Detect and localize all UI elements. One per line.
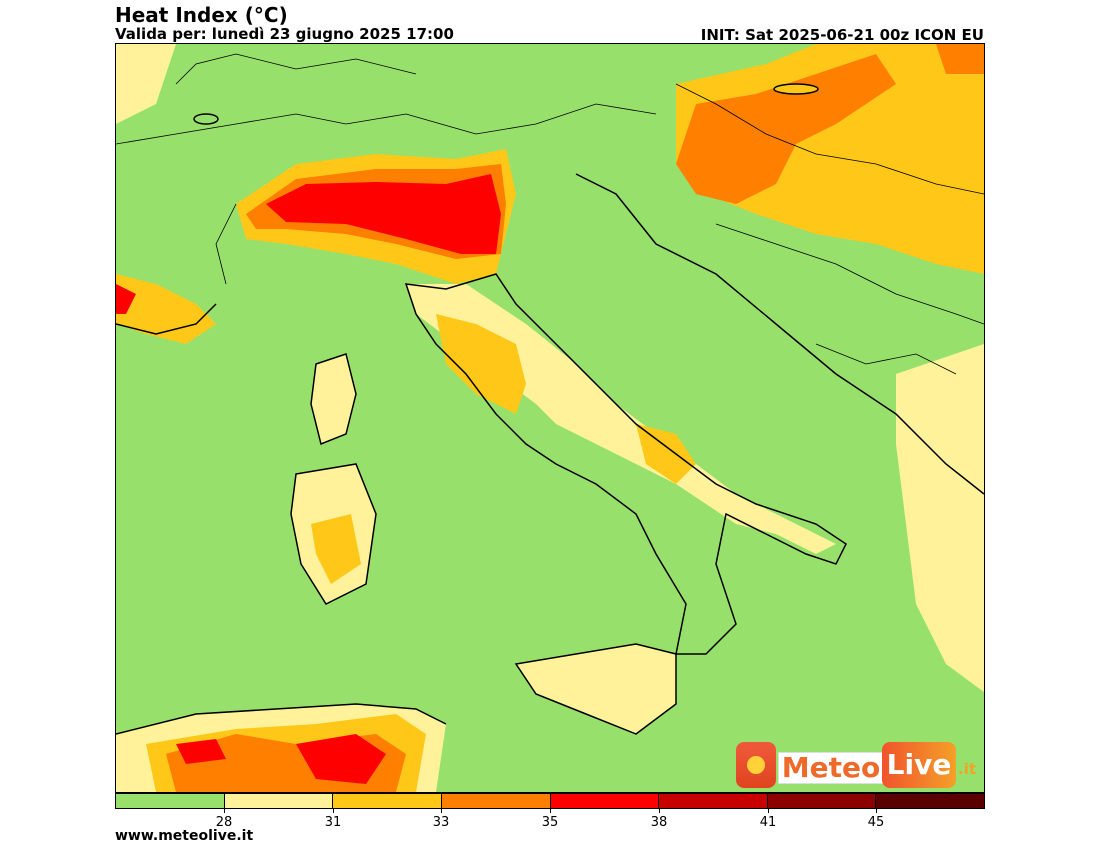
colorbar-segment (441, 794, 551, 808)
adriatic-east-coastline (575, 173, 984, 495)
colorbar-tick-label: 41 (759, 815, 777, 830)
colorbar-segment (659, 794, 768, 808)
colorbar-tick-label: 31 (324, 815, 342, 830)
country-borders (116, 103, 657, 145)
valid-time: Valida per: lunedì 23 giugno 2025 17:00 (115, 25, 454, 43)
colorbar-segment (876, 794, 984, 808)
sun-icon (736, 742, 776, 788)
colorbar-tick (441, 809, 442, 813)
colorbar-tick-label: 33 (432, 815, 450, 830)
logo-tld-text: .it (958, 760, 977, 778)
heat-zone-northeast-hot (676, 54, 896, 204)
heat-zone-southern-france (116, 274, 216, 344)
colorbar-tick (333, 809, 334, 813)
colorbar-segment (333, 794, 442, 808)
colorbar-tick-label: 28 (215, 815, 233, 830)
colorbar-tick-label: 45 (867, 815, 885, 830)
map-title: Heat Index (°C) (115, 3, 288, 27)
colorbar-tick-label: 38 (650, 815, 668, 830)
colorbar-tick (659, 809, 660, 813)
italy-coastline (404, 273, 847, 655)
lake-geneva (193, 113, 219, 125)
meteolive-logo: Meteo Live .it (736, 742, 976, 788)
logo-live-text: Live (882, 742, 956, 788)
website-url: www.meteolive.it (115, 828, 254, 844)
colorbar-segment (767, 794, 877, 808)
colorbar-tick (224, 809, 225, 813)
heat-index-map[interactable]: Meteo Live .it (115, 43, 985, 793)
colorbar-ticks: 28 31 33 35 38 41 45 (115, 809, 985, 833)
heat-zone-balkans (896, 344, 984, 692)
heat-zone-northwest (116, 44, 176, 124)
logo-meteo-text: Meteo (778, 752, 884, 784)
model-init: INIT: Sat 2025-06-21 00z ICON EU (700, 26, 984, 44)
heat-zone-sicily (516, 644, 676, 734)
colorbar-tick-label: 35 (541, 815, 559, 830)
lake-balaton (773, 83, 819, 95)
colorbar-segment (224, 794, 334, 808)
colorbar (115, 793, 985, 809)
colorbar-segment (116, 794, 225, 808)
heat-zone-corsica (311, 354, 356, 444)
colorbar-tick (876, 809, 877, 813)
map-canvas (116, 44, 984, 792)
colorbar-segment (550, 794, 660, 808)
colorbar-tick (768, 809, 769, 813)
colorbar-tick (550, 809, 551, 813)
